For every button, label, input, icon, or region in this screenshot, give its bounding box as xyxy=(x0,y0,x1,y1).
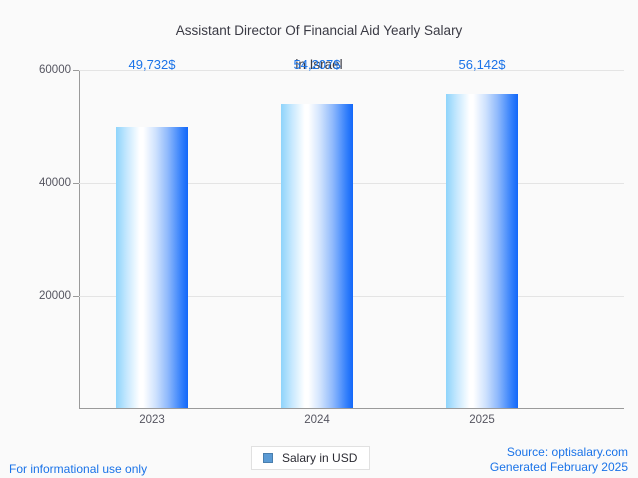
source-attribution: Source: optisalary.com Generated Februar… xyxy=(490,445,628,475)
chart-title-line-2: in Israel xyxy=(295,57,343,72)
y-tick-mark-20000 xyxy=(73,296,79,297)
source-line: Source: optisalary.com xyxy=(506,445,628,459)
chart-legend[interactable]: Salary in USD xyxy=(251,446,371,470)
y-axis-line xyxy=(79,70,80,409)
value-label-2024: 54,207$ xyxy=(293,57,341,72)
generated-date-line: Generated February 2025 xyxy=(489,460,628,474)
chart-title: Assistant Director Of Financial Aid Year… xyxy=(0,5,638,90)
legend-item-label: Salary in USD xyxy=(282,451,358,465)
value-label-2025: 56,142$ xyxy=(458,57,506,72)
y-axis-tick-labels: 60000 40000 20000 xyxy=(0,0,71,478)
informational-use-note: For informational use only xyxy=(9,462,148,476)
x-tick-label-2024: 2024 xyxy=(304,414,330,426)
value-label-2023: 49,732$ xyxy=(128,57,176,72)
x-axis-line xyxy=(79,408,624,409)
y-tick-mark-60000 xyxy=(73,70,79,71)
y-tick-label-60000: 60000 xyxy=(39,64,71,76)
gridline-60000 xyxy=(79,70,624,71)
x-tick-label-2025: 2025 xyxy=(469,414,495,426)
bar-2023[interactable] xyxy=(116,127,188,408)
y-tick-mark-40000 xyxy=(73,183,79,184)
bar-2025[interactable] xyxy=(446,94,518,408)
bar-2024[interactable] xyxy=(281,104,353,408)
plot-area xyxy=(79,70,624,408)
square-swatch-icon xyxy=(263,453,273,463)
y-tick-label-40000: 40000 xyxy=(39,177,71,189)
x-tick-label-2023: 2023 xyxy=(139,414,165,426)
y-tick-label-20000: 20000 xyxy=(39,290,71,302)
chart-title-line-1: Assistant Director Of Financial Aid Year… xyxy=(175,23,463,38)
